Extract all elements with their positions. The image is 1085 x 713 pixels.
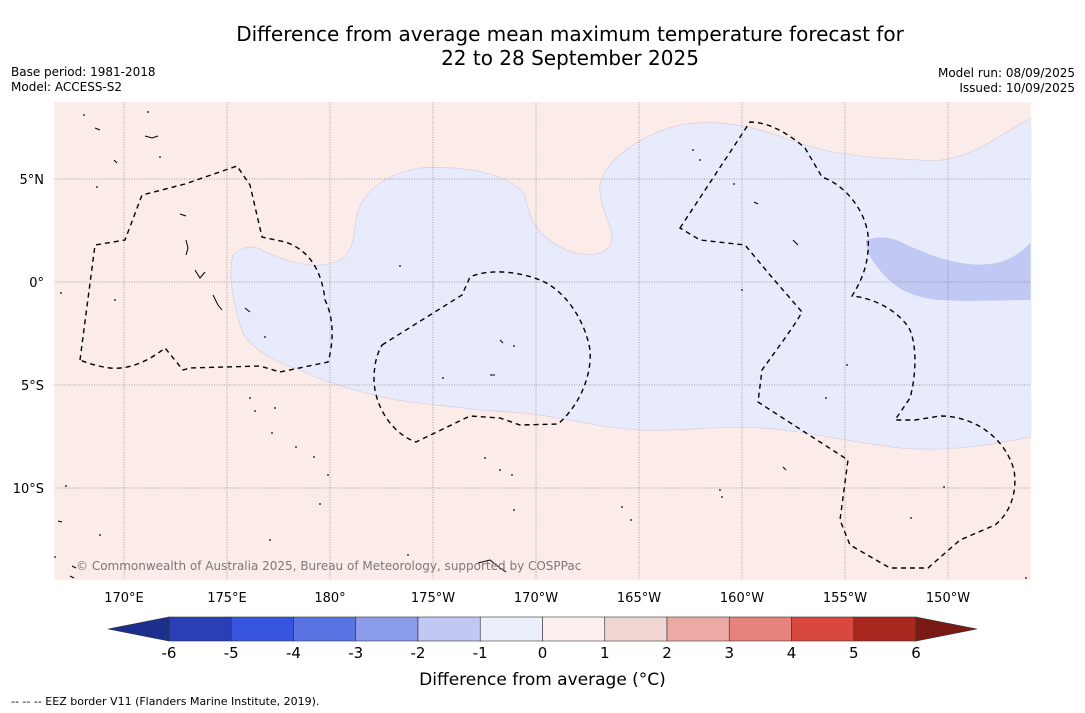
lat-label: 0° [29, 276, 44, 291]
gridlines [54, 102, 1031, 580]
issued-date: Issued: 10/09/2025 [959, 81, 1075, 95]
colorbar-title: Difference from average (°C) [419, 670, 666, 690]
colorbar-tick-label: -3 [348, 644, 363, 662]
colorbar-cell [355, 616, 419, 642]
eez-border-central [373, 271, 591, 443]
colorbar-cell [293, 616, 357, 642]
eez-borders [79, 121, 1016, 569]
lon-label: 180° [314, 591, 345, 606]
colorbar-cell [168, 616, 232, 642]
colorbar-tick-label: 4 [787, 644, 797, 662]
colorbar-tick-label: 2 [662, 644, 672, 662]
title-line-2: 22 to 28 September 2025 [441, 46, 699, 70]
island-dots [54, 111, 1027, 579]
colorbar-tick-label: -5 [224, 644, 239, 662]
colorbar-cell [666, 616, 730, 642]
eez-border-west [79, 165, 333, 373]
colorbar-cell [417, 616, 481, 642]
title-line-1: Difference from average mean maximum tem… [236, 22, 904, 46]
base-period: Base period: 1981-2018 [11, 65, 156, 79]
map-frame [53, 101, 1032, 581]
map-title: Difference from average mean maximum tem… [0, 22, 1085, 70]
lat-label: 5°N [20, 173, 45, 188]
colorbar-tick-label: 0 [538, 644, 548, 662]
lon-label: 170°W [514, 591, 558, 606]
colorbar-cell [479, 616, 543, 642]
meta-right: Model run: 08/09/2025 Issued: 10/09/2025 [938, 66, 1075, 96]
colorbar-tick-label: -4 [286, 644, 301, 662]
colorbar-tick-label: 1 [600, 644, 610, 662]
cool-anomaly-medium [866, 237, 1031, 301]
lon-label: 175°W [411, 591, 455, 606]
meta-left: Base period: 1981-2018 Model: ACCESS-S2 [11, 65, 156, 95]
lon-label: 155°W [823, 591, 867, 606]
colorbar-cell [604, 616, 668, 642]
colorbar-ticks: -6 -5 -4 -3 -2 -1 0 1 2 3 4 5 6 [162, 644, 921, 662]
colorbar-high-extension [915, 616, 978, 642]
model-run: Model run: 08/09/2025 [937, 66, 1075, 80]
lat-labels: 5°N 0° 5°S 10°S [13, 173, 44, 497]
lon-label: 150°W [926, 591, 970, 606]
lon-label: 175°E [207, 591, 247, 606]
colorbar-cell [853, 616, 917, 642]
lat-label: 5°S [21, 379, 44, 394]
colorbar-cell [728, 616, 792, 642]
lon-label: 160°W [720, 591, 764, 606]
lon-labels: 170°E 175°E 180° 175°W 170°W 165°W 160°W… [104, 591, 970, 606]
island-outlines [57, 127, 799, 579]
colorbar-tick-label: 6 [911, 644, 921, 662]
colorbar: -6 -5 -4 -3 -2 -1 0 1 2 3 4 5 6 [107, 616, 978, 662]
colorbar-cell [542, 616, 606, 642]
lat-label: 10°S [13, 482, 44, 497]
colorbar-cell [791, 616, 855, 642]
colorbar-cells [168, 616, 917, 642]
copyright-notice: © Commonwealth of Australia 2025, Bureau… [76, 559, 581, 573]
colorbar-tick-label: 5 [849, 644, 859, 662]
colorbar-tick-label: 3 [724, 644, 734, 662]
eez-footnote: -- -- -- EEZ border V11 (Flanders Marine… [11, 695, 320, 708]
cool-anomaly-light [230, 117, 1032, 450]
colorbar-low-extension [107, 616, 170, 642]
lon-label: 165°W [617, 591, 661, 606]
lon-label: 170°E [104, 591, 144, 606]
colorbar-tick-label: -2 [411, 644, 426, 662]
model-name: Model: ACCESS-S2 [11, 80, 123, 94]
colorbar-tick-label: -6 [162, 644, 177, 662]
colorbar-cell [230, 616, 294, 642]
colorbar-tick-label: -1 [473, 644, 488, 662]
